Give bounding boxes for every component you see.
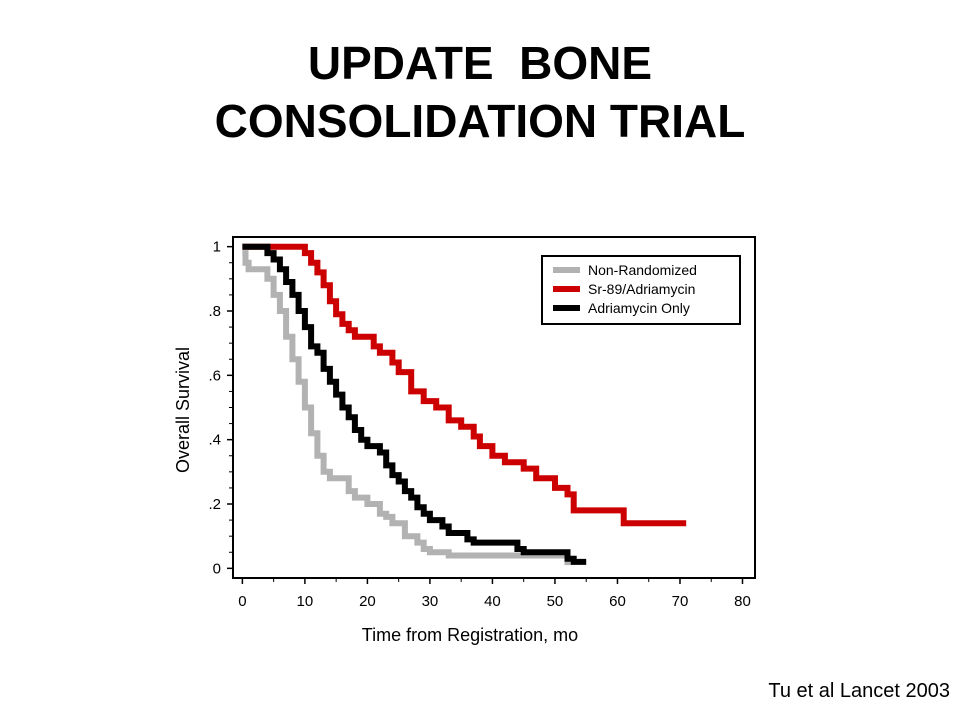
x-tick-label: 40 bbox=[484, 593, 501, 610]
y-axis-label: Overall Survival bbox=[173, 347, 193, 473]
slide-title-line1: UPDATE BONE bbox=[307, 37, 653, 89]
legend-label-2: Adriamycin Only bbox=[588, 300, 690, 316]
slide-title-line2: CONSOLIDATION TRIAL bbox=[214, 95, 746, 147]
x-axis-label: Time from Registration, mo bbox=[362, 625, 578, 645]
x-tick-label: 80 bbox=[734, 593, 751, 610]
series-layer bbox=[242, 243, 687, 566]
axes: 0 10 20 30 40 50 60 70 80 0 .2 .4 .6 .8 1 bbox=[208, 239, 750, 610]
x-tick-label: 70 bbox=[672, 593, 689, 610]
series-line-2 bbox=[242, 243, 587, 565]
x-tick-label: 20 bbox=[359, 593, 376, 610]
y-tick-label: 1 bbox=[213, 239, 221, 256]
x-tick-label: 10 bbox=[297, 593, 314, 610]
x-tick-label: 60 bbox=[609, 593, 626, 610]
y-tick-label: 0 bbox=[213, 560, 221, 577]
x-tick-label: 50 bbox=[547, 593, 564, 610]
y-tick-label: .4 bbox=[208, 432, 221, 449]
series-line-1 bbox=[242, 243, 687, 527]
y-tick-label: .2 bbox=[208, 496, 221, 513]
slide-title: UPDATE BONE CONSOLIDATION TRIAL bbox=[0, 34, 960, 150]
x-tick-label: 30 bbox=[422, 593, 439, 610]
y-tick-label: .6 bbox=[208, 367, 221, 384]
series-line-0 bbox=[242, 250, 571, 566]
citation: Tu et al Lancet 2003 bbox=[768, 680, 950, 702]
legend-label-1: Sr-89/Adriamycin bbox=[588, 281, 695, 297]
x-tick-label: 0 bbox=[238, 593, 246, 610]
legend: Non-Randomized Sr-89/Adriamycin Adriamycin… bbox=[541, 255, 741, 325]
legend-label-0: Non-Randomized bbox=[588, 262, 697, 278]
y-tick-label: .8 bbox=[208, 303, 221, 320]
